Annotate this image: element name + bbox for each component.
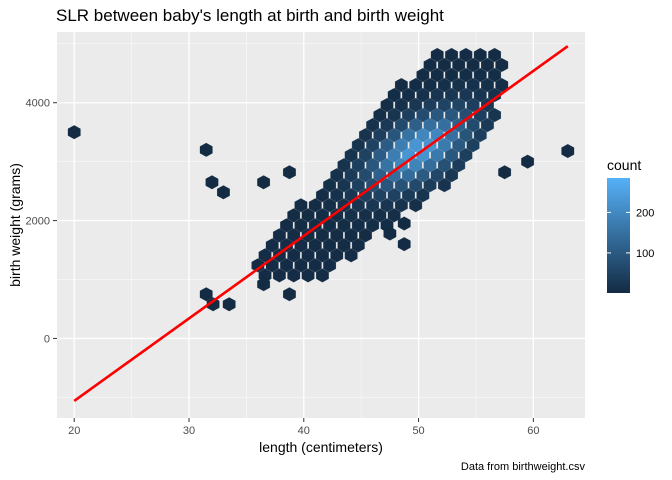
y-axis-label: birth weight (grams) [7,163,23,287]
caption: Data from birthweight.csv [461,461,586,473]
legend-title: count [607,157,641,173]
chart-title: SLR between baby's length at birth and b… [56,6,444,25]
legend: count 100 200 [607,157,654,293]
y-tick-label: 0 [44,333,50,345]
x-tick-label: 40 [298,425,310,437]
y-axis-ticks: 0 2000 4000 [26,98,57,346]
y-tick-label: 2000 [26,216,50,228]
legend-tick-label: 200 [636,207,654,219]
x-tick-label: 30 [183,425,195,437]
legend-tick-label: 100 [636,248,654,260]
x-tick-label: 60 [527,425,539,437]
legend-colorbar [607,178,630,293]
x-tick-label: 20 [68,425,80,437]
x-axis-ticks: 20 30 40 50 60 [68,418,539,437]
x-axis-label: length (centimeters) [259,439,383,455]
x-tick-label: 50 [412,425,424,437]
y-tick-label: 4000 [26,98,50,110]
